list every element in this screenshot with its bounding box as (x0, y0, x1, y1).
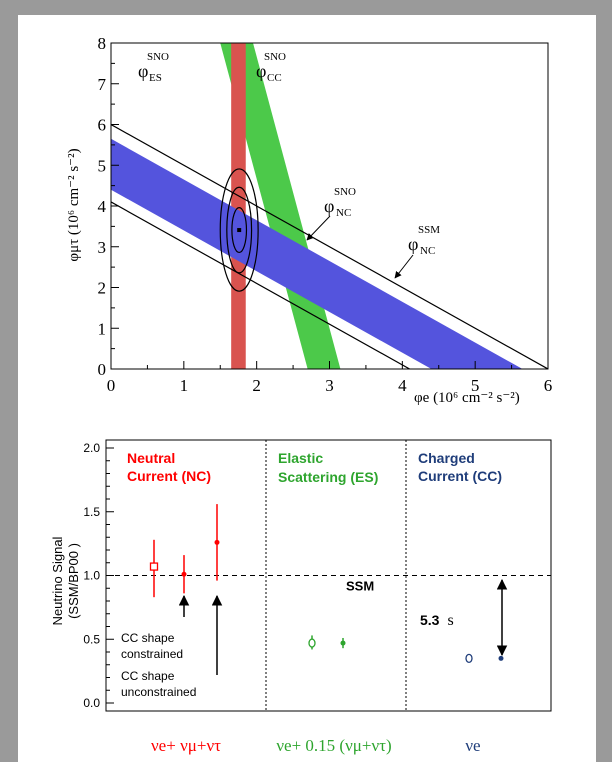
nc-sno-band (111, 138, 523, 369)
es-label-sym: φ (138, 61, 148, 81)
x-tick-label-2: 2 (252, 376, 261, 395)
marker-s0-p1 (181, 571, 187, 577)
signal-axes-layer: 0.0 0.5 1.0 1.5 2.0 (83, 441, 114, 710)
figure-svg: 0 1 2 3 4 5 6 0 1 2 3 4 5 6 7 8 φe (10⁶ cm⁻² s⁻²) φμτ (… (50, 34, 552, 755)
unconstrained-note-line1: CC shape (121, 669, 175, 683)
signal-y-tick-label-3: 1.5 (83, 505, 100, 519)
nc-ssm-upper-line (111, 123, 548, 369)
x-tick-label-0: 0 (107, 376, 116, 395)
band-layer (111, 43, 548, 369)
y-tick-label-7: 7 (98, 75, 107, 94)
significance-label: 5.3 s (420, 612, 454, 629)
cc-title-line2: Current (CC) (418, 468, 502, 484)
x-tick-label-1: 1 (180, 376, 189, 395)
x-axis-label: φe (10⁶ cm⁻² s⁻²) (414, 390, 520, 406)
significance-unit: s (447, 612, 453, 629)
cc-label-sym: φ (256, 61, 266, 81)
measurement-points (149, 504, 504, 664)
nc-ssm-lower-line (111, 201, 410, 369)
y-tick-label-5: 5 (98, 156, 107, 175)
marker-s0-p2 (214, 539, 220, 545)
reaction-label-nc: νe+ νμ+ντ (151, 736, 221, 755)
marker-s2-p0 (465, 653, 473, 664)
signal-y-label-line1: Neutrino Signal (50, 536, 65, 625)
unconstrained-note-line2: unconstrained (121, 685, 196, 699)
x-tick-label-5: 5 (471, 376, 480, 395)
y-axis-label: φμτ (10⁶ cm⁻² s⁻²) (66, 148, 82, 261)
constrained-note-line1: CC shape (121, 631, 175, 645)
y-tick-label-0: 0 (98, 360, 107, 379)
flux-contour-plot: 0 1 2 3 4 5 6 0 1 2 3 4 5 6 7 8 φe (10⁶ cm⁻² s⁻²) φμτ (… (66, 34, 552, 406)
cc-label-sub: CC (267, 72, 282, 84)
x-tick-label-6: 6 (544, 376, 553, 395)
y-tick-label-8: 8 (98, 34, 107, 53)
cc-title-line1: Charged (418, 450, 475, 466)
signal-y-tick-label-1: 0.5 (83, 632, 100, 646)
marker-s0-p0 (149, 562, 159, 571)
y-tick-label-4: 4 (98, 197, 107, 216)
significance-value: 5.3 (420, 612, 440, 628)
nc-ssm-label: φ SSM NC (408, 224, 440, 257)
nc-title-line2: Current (NC) (127, 468, 211, 484)
ssm-label: SSM (346, 579, 374, 594)
axes-layer: 0 1 2 3 4 5 6 0 1 2 3 4 5 6 7 8 (98, 34, 553, 395)
es-title-line2: Scattering (ES) (278, 469, 378, 485)
nc-ssm-pointer (394, 254, 414, 279)
x-tick-label-4: 4 (398, 376, 407, 395)
signal-y-axis-label: Neutrino Signal (SSM/BP00 ) (50, 536, 81, 625)
reaction-label-es: νe+ 0.15 (νμ+ντ) (276, 736, 391, 755)
y-tick-label-1: 1 (98, 319, 107, 338)
x-tick-label-3: 3 (325, 376, 334, 395)
signal-y-tick-label-4: 2.0 (83, 441, 100, 455)
es-label-sub: ES (149, 72, 162, 84)
best-fit-marker (237, 228, 242, 233)
y-tick-label-2: 2 (98, 279, 107, 298)
signal-y-label-line2: (SSM/BP00 ) (66, 543, 81, 619)
figure-panel: 0 1 2 3 4 5 6 0 1 2 3 4 5 6 7 8 φe (10⁶ cm⁻² s⁻²) φμτ (… (18, 15, 596, 762)
cc-label-sup: SNO (264, 51, 286, 63)
nc-ssm-label-sup: SSM (418, 224, 440, 236)
section-titles: Neutral Current (NC) Elastic Scattering … (127, 450, 502, 485)
es-label-sup: SNO (147, 51, 169, 63)
confidence-contour-3 (219, 168, 259, 292)
signal-y-tick-label-0: 0.0 (83, 696, 100, 710)
es-label: φ SNO ES (138, 51, 169, 84)
es-title-line1: Elastic (278, 450, 323, 466)
neutrino-signal-plot: 0.0 0.5 1.0 1.5 2.0 SSM Neutrino Signal (SSM… (50, 439, 552, 755)
nc-sno-pointer (306, 215, 331, 241)
marker-s1-p1 (340, 640, 346, 646)
confidence-contour-2 (226, 186, 253, 274)
nc-annotations: CC shape constrained CC shape unconstrai… (121, 631, 196, 699)
nc-sno-label-sub: NC (336, 207, 351, 219)
marker-s2-p1 (498, 655, 504, 661)
nc-ssm-label-sub: NC (420, 245, 435, 257)
cc-band (231, 43, 246, 369)
nc-title-line1: Neutral (127, 450, 175, 466)
reaction-label-cc: νe (465, 736, 480, 755)
signal-y-tick-label-2: 1.0 (83, 569, 100, 583)
nc-sno-label-sup: SNO (334, 186, 356, 198)
constrained-note-line2: constrained (121, 647, 183, 661)
y-tick-label-6: 6 (98, 116, 107, 135)
nc-sno-label-sym: φ (324, 196, 334, 216)
y-tick-label-3: 3 (98, 238, 107, 257)
nc-ssm-label-sym: φ (408, 234, 418, 254)
nc-sno-label: φ SNO NC (324, 186, 356, 219)
cc-label: φ SNO CC (256, 51, 286, 84)
marker-s1-p0 (308, 638, 316, 648)
reaction-labels: νe+ νμ+ντ νe+ 0.15 (νμ+ντ) νe (151, 736, 481, 755)
confidence-contour-1 (231, 207, 248, 254)
